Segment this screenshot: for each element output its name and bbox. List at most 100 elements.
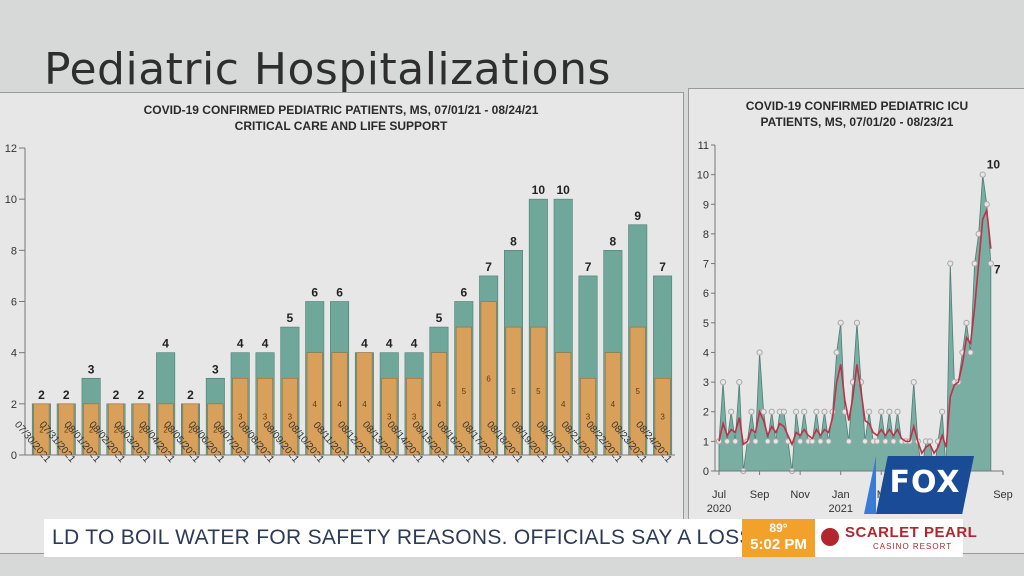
icu-data-point [825, 438, 832, 445]
bar-value-label: 5 [287, 311, 294, 325]
icu-data-point [764, 438, 771, 445]
y-tick-label: 9 [703, 199, 709, 211]
bar-value-label: 7 [585, 260, 592, 274]
bar-inner-value-label: 4 [313, 400, 318, 409]
bar-inner-value-label: 4 [437, 400, 442, 409]
icu-data-point [817, 438, 824, 445]
icu-data-point [971, 260, 978, 267]
sponsor-emblem-icon [821, 528, 839, 546]
bar-inner-value-label: 6 [486, 374, 491, 383]
bar-value-label: 3 [212, 362, 219, 376]
bar-value-label: 5 [436, 311, 443, 325]
sponsor-name: SCARLET PEARL [845, 524, 978, 541]
icu-data-point [894, 408, 901, 415]
icu-data-point [947, 260, 954, 267]
y-tick-label: 0 [11, 450, 17, 462]
bar-value-label: 7 [485, 260, 492, 274]
sponsor-logo: SCARLET PEARL CASINO RESORT [815, 519, 977, 557]
icu-data-point [890, 438, 897, 445]
y-tick-label: 2 [703, 407, 709, 419]
y-tick-label: 0 [703, 466, 709, 478]
bar-inner-value-label: 5 [536, 387, 541, 396]
icu-data-point [780, 408, 788, 415]
icu-data-point [882, 438, 889, 445]
right-chart-panel: COVID-19 CONFIRMED PEDIATRIC ICU PATIENT… [688, 88, 1024, 554]
bar-inner-value-label: 3 [238, 413, 243, 422]
icu-data-point [797, 438, 804, 445]
y-tick-label: 4 [11, 348, 17, 360]
bar-value-label: 2 [187, 388, 194, 402]
bar-inner-value-label: 2 [89, 425, 94, 434]
x-tick-label: Sep [750, 489, 770, 501]
bar-value-label: 2 [38, 388, 45, 402]
icu-data-point [861, 438, 869, 445]
icu-data-point [939, 408, 946, 415]
news-ticker: LD TO BOIL WATER FOR SAFETY REASONS. OFF… [44, 519, 744, 557]
icu-data-point [821, 408, 828, 415]
icu-data-point [760, 408, 767, 415]
y-tick-label: 6 [703, 288, 709, 300]
bar-value-label: 8 [510, 234, 517, 248]
bar-inner-value-label: 2 [163, 425, 168, 434]
icu-data-point [772, 438, 779, 445]
last-value-label: 7 [994, 263, 1001, 277]
bar-value-label: 7 [659, 260, 666, 274]
y-tick-label: 8 [11, 245, 17, 257]
bar-value-label: 6 [336, 286, 343, 300]
left-chart-title-line2: CRITICAL CARE AND LIFE SUPPORT [234, 119, 448, 133]
bar-value-label: 2 [137, 388, 144, 402]
y-tick-label: 6 [11, 297, 17, 309]
bar-value-label: 4 [411, 337, 418, 351]
bar-inner-value-label: 3 [387, 413, 392, 422]
x-tick-label: Jan [832, 489, 850, 501]
bar-inner-value-label: 4 [362, 400, 367, 409]
icu-data-point [801, 408, 808, 415]
ticker-text: LD TO BOIL WATER FOR SAFETY REASONS. OFF… [52, 526, 744, 549]
right-chart-title-line1: COVID-19 CONFIRMED PEDIATRIC ICU [745, 99, 969, 113]
clock-time: 5:02 PM [750, 536, 807, 553]
bar-inner-value-label: 3 [263, 413, 268, 422]
bar-inner-value-label: 2 [64, 425, 69, 434]
icu-data-point [792, 408, 800, 415]
bar-value-label: 3 [88, 362, 95, 376]
bar-inner-value-label: 3 [288, 413, 293, 422]
y-tick-label: 10 [5, 194, 17, 206]
bar-value-label: 2 [63, 388, 70, 402]
bar-value-label: 4 [361, 337, 368, 351]
icu-data-point [732, 438, 739, 445]
icu-data-point [866, 408, 873, 415]
icu-data-point [979, 171, 986, 178]
icu-data-point [724, 438, 731, 445]
bar-value-label: 4 [386, 337, 393, 351]
x-tick-year-label: 2020 [707, 503, 731, 515]
bar-chart: 0246810122207/30/20212207/31/20213208/01… [5, 143, 675, 542]
icu-data-point [752, 438, 759, 445]
weather-time-box: 89° 5:02 PM [742, 519, 815, 557]
x-tick-label: Sep [993, 489, 1013, 501]
bar-inner-value-label: 4 [337, 400, 342, 409]
left-chart-panel: COVID-19 CONFIRMED PEDIATRIC PATIENTS, M… [0, 92, 684, 554]
icu-data-point [910, 378, 917, 386]
bar-value-label: 4 [262, 337, 269, 351]
bar-inner-value-label: 3 [586, 413, 591, 422]
y-tick-label: 5 [703, 318, 709, 330]
bar-value-label: 9 [634, 209, 641, 223]
bar-value-label: 2 [113, 388, 120, 402]
slide-title: Pediatric Hospitalizations [44, 44, 611, 95]
bar-inner-value-label: 2 [39, 425, 44, 434]
icu-area-chart: 01234567891011107Jul2020SepNovJan2021MSe… [697, 140, 1013, 552]
y-tick-label: 1 [703, 436, 709, 448]
icu-data-point [748, 408, 755, 415]
icu-data-point [983, 201, 990, 208]
icu-data-point [926, 438, 934, 445]
bar-inner-value-label: 5 [462, 387, 467, 396]
bar-inner-value-label: 4 [611, 400, 616, 409]
moving-average-line [718, 207, 992, 455]
y-tick-label: 3 [703, 377, 709, 389]
icu-data-point [963, 319, 970, 326]
bar-value-label: 8 [610, 234, 617, 248]
sponsor-subtitle: CASINO RESORT [873, 542, 953, 551]
icu-data-point [878, 408, 885, 415]
bar-inner-value-label: 2 [114, 425, 119, 434]
left-chart-title-line1: COVID-19 CONFIRMED PEDIATRIC PATIENTS, M… [143, 103, 539, 117]
